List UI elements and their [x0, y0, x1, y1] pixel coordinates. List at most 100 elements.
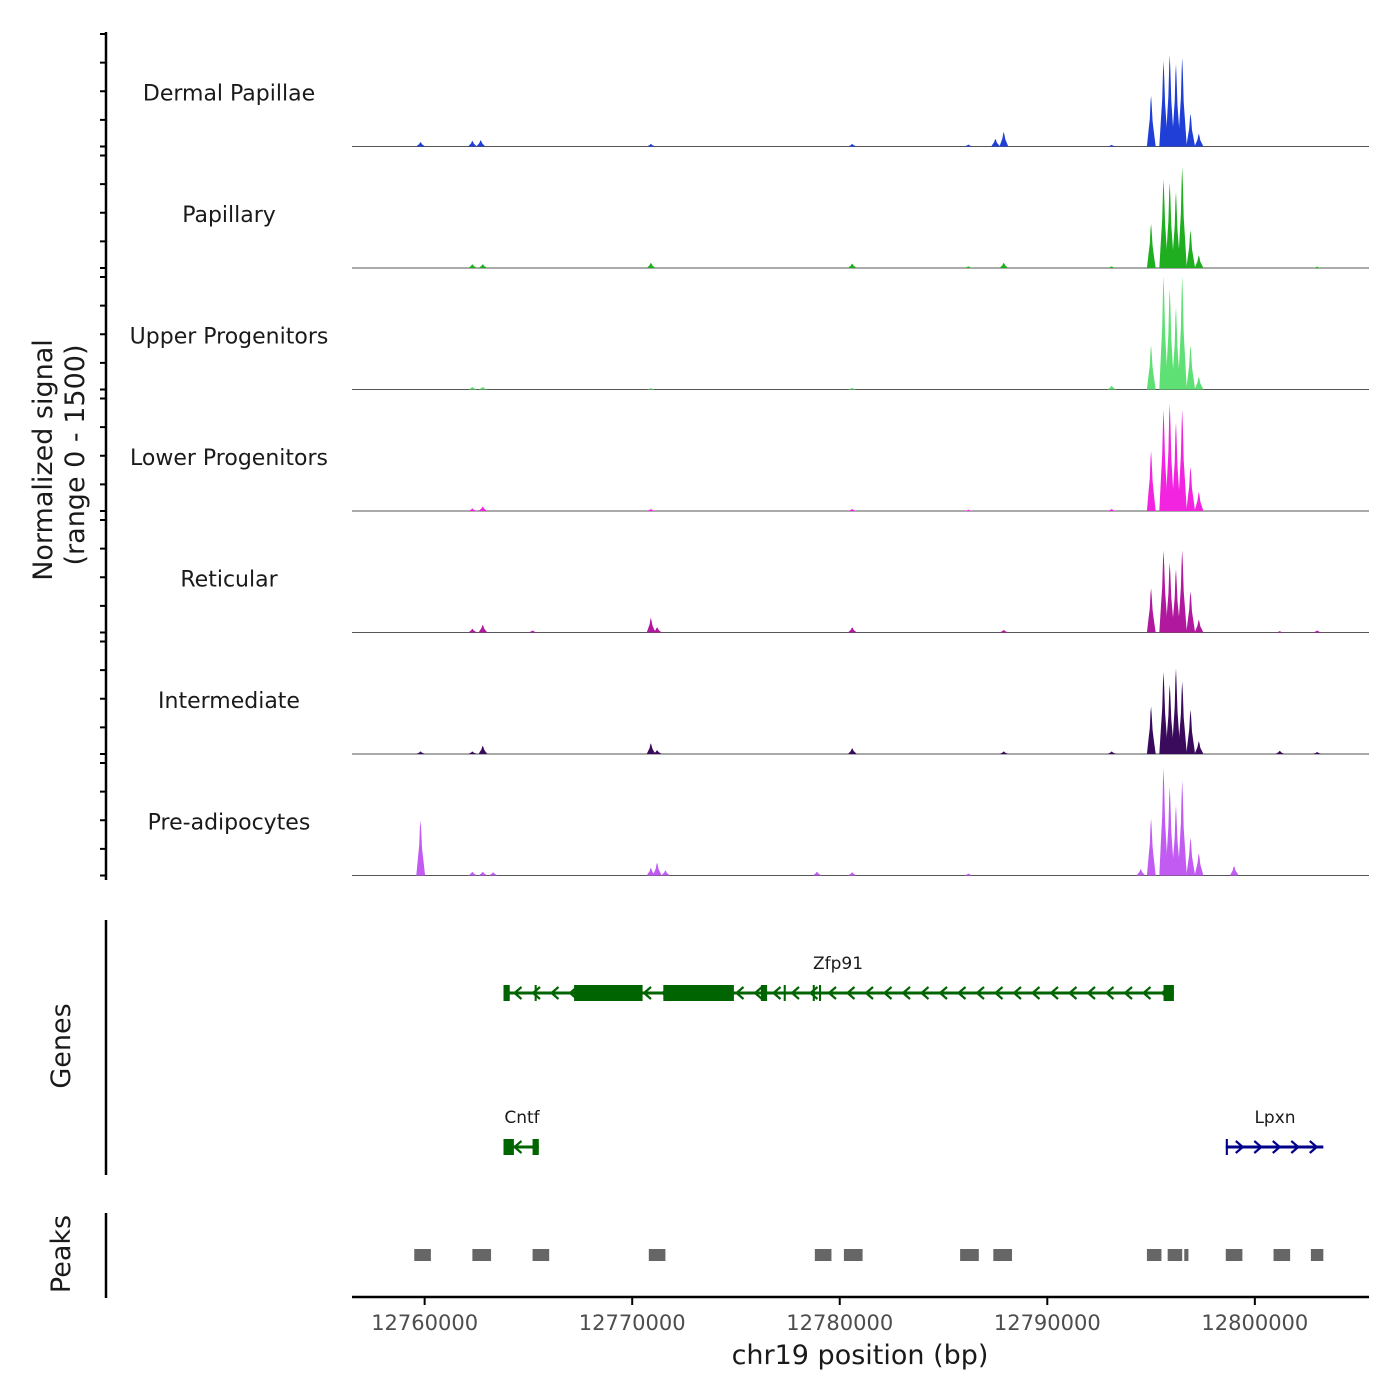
exon [503, 1139, 514, 1155]
signal-peak-papillary-1 [478, 264, 488, 268]
peak-region [472, 1249, 492, 1261]
signal-peak-dermal-papillae-14 [1186, 113, 1196, 147]
genes-label: Genes [46, 1003, 77, 1088]
signal-peak-papillary-2 [646, 262, 656, 268]
strand-arrow [1012, 986, 1022, 1000]
signal-peak-intermediate-10 [1165, 684, 1175, 754]
signal-peak-reticular-4 [652, 627, 662, 633]
ylabel-line2: (range 0 - 1500) [60, 345, 91, 566]
signal-peak-pre-adipocytes-16 [1186, 837, 1196, 876]
track-lower-progenitors [468, 403, 1204, 511]
strand-arrow [1235, 1140, 1245, 1154]
peak-region [1273, 1249, 1291, 1261]
strand-arrow [549, 986, 560, 1000]
signal-peak-lower-progenitors-4 [964, 509, 973, 511]
signal-peak-reticular-3 [646, 617, 656, 633]
signal-peak-upper-progenitors-1 [478, 387, 488, 390]
signal-peak-pre-adipocytes-18 [1229, 866, 1239, 876]
signal-peak-dermal-papillae-15 [1194, 133, 1204, 147]
signal-peak-dermal-papillae-11 [1165, 54, 1175, 147]
track-upper-progenitors [468, 276, 1204, 390]
y-ticks [100, 33, 106, 877]
strand-arrow [1272, 1140, 1282, 1154]
strand-arrow [864, 986, 874, 1000]
signal-peak-pre-adipocytes-2 [478, 871, 488, 876]
signal-peak-papillary-3 [848, 263, 857, 268]
signal-peak-lower-progenitors-5 [1107, 509, 1117, 511]
peaks-label: Peaks [46, 1215, 77, 1293]
strand-arrow [956, 986, 967, 1000]
signal-peak-dermal-papillae-0 [416, 142, 426, 147]
strand-arrow [1086, 986, 1096, 1000]
track-reticular [468, 550, 1322, 633]
signal-peak-pre-adipocytes-12 [1159, 767, 1169, 876]
track-label-papillary: Papillary [182, 203, 276, 228]
peak-region [814, 1249, 832, 1261]
x-tick-label: 12800000 [1201, 1311, 1308, 1335]
signal-peak-intermediate-15 [1275, 750, 1285, 754]
signal-peak-pre-adipocytes-15 [1178, 780, 1187, 876]
signal-peak-lower-progenitors-6 [1146, 450, 1156, 511]
strand-arrow [1030, 986, 1041, 1000]
peak-region [993, 1249, 1013, 1261]
signal-peak-upper-progenitors-4 [1107, 385, 1117, 390]
signal-peak-pre-adipocytes-13 [1165, 786, 1175, 876]
signal-peak-papillary-10 [1171, 192, 1181, 268]
signal-peak-lower-progenitors-12 [1194, 492, 1204, 511]
exon [1163, 985, 1174, 1001]
gene-lpxn: Lpxn [1225, 1108, 1324, 1155]
signal-peak-intermediate-8 [1146, 706, 1156, 754]
signal-peak-intermediate-9 [1159, 671, 1169, 754]
signal-peak-reticular-13 [1194, 619, 1204, 633]
strand-arrow [938, 986, 948, 1000]
strand-arrow [808, 986, 819, 1000]
signal-peak-pre-adipocytes-8 [848, 872, 857, 876]
signal-peak-lower-progenitors-3 [848, 509, 857, 511]
exon [532, 1139, 539, 1155]
track-intermediate [416, 668, 1322, 754]
signal-peak-papillary-7 [1146, 223, 1156, 268]
signal-peak-reticular-10 [1171, 569, 1181, 633]
signal-peak-dermal-papillae-5 [964, 144, 973, 147]
signal-peak-upper-progenitors-6 [1159, 276, 1169, 390]
signal-peak-papillary-13 [1194, 255, 1204, 268]
peak-region [960, 1249, 979, 1261]
strand-arrow [919, 986, 930, 1000]
signal-peak-upper-progenitors-10 [1186, 345, 1196, 390]
gene-cntf: Cntf [503, 1108, 541, 1155]
track-pre-adipocytes [416, 767, 1239, 876]
strand-arrow [1049, 986, 1059, 1000]
signal-peak-pre-adipocytes-6 [661, 870, 670, 876]
exon [812, 985, 815, 1001]
gene-name-zfp91: Zfp91 [813, 954, 863, 974]
strand-arrow [771, 986, 782, 1000]
signal-peak-pre-adipocytes-0 [416, 820, 426, 876]
strand-arrow [1141, 986, 1152, 1000]
signal-peak-papillary-9 [1165, 182, 1175, 268]
signal-peak-intermediate-4 [652, 750, 662, 754]
signal-peak-intermediate-6 [999, 751, 1009, 754]
signal-peak-lower-progenitors-7 [1159, 409, 1169, 511]
strand-arrow [642, 986, 652, 1000]
signal-peak-dermal-papillae-3 [646, 144, 656, 147]
signal-peak-intermediate-16 [1312, 752, 1322, 754]
signal-peak-reticular-0 [468, 628, 477, 633]
strand-arrow [993, 986, 1004, 1000]
gene-zfp91: Zfp91 [503, 954, 1174, 1001]
signal-peak-dermal-papillae-13 [1178, 57, 1187, 147]
signal-peak-upper-progenitors-7 [1165, 288, 1175, 390]
signal-peak-lower-progenitors-8 [1165, 403, 1175, 511]
track-label-reticular: Reticular [180, 568, 278, 593]
signal-peak-papillary-14 [1312, 266, 1322, 268]
signal-peak-reticular-1 [478, 624, 488, 633]
strand-arrow [531, 986, 541, 1000]
signal-peak-papillary-5 [999, 262, 1009, 268]
track-label-lower-progenitors: Lower Progenitors [130, 446, 328, 471]
signal-peak-dermal-papillae-7 [999, 131, 1009, 147]
strand-arrow [882, 986, 893, 1000]
exon [534, 985, 537, 1001]
peak-region [1184, 1249, 1189, 1261]
signal-peak-reticular-15 [1312, 630, 1322, 633]
track-label-intermediate: Intermediate [158, 689, 300, 714]
